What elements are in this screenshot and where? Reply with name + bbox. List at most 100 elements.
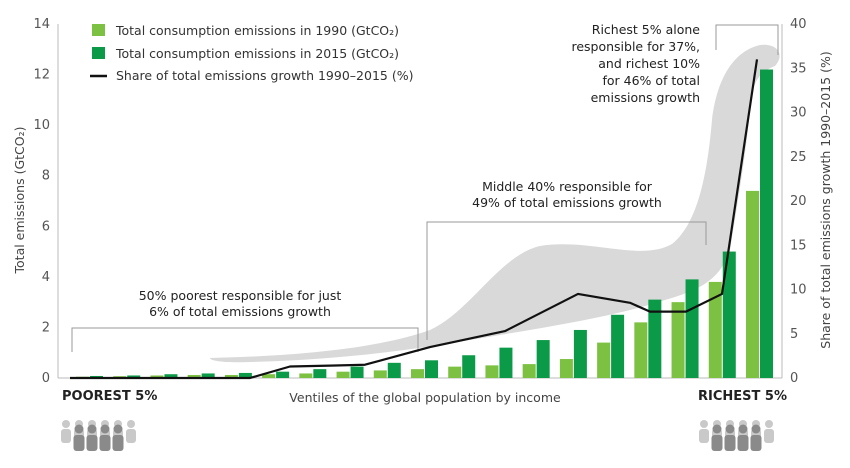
- y-tick-left: 10: [33, 118, 50, 133]
- bar-2015: [722, 251, 736, 378]
- y-tick-left: 2: [42, 320, 50, 335]
- poorest-annotation-line1: 50% poorest responsible for just: [139, 288, 342, 303]
- person-icon: [127, 420, 135, 428]
- person-icon: [62, 420, 70, 428]
- bars: [76, 69, 773, 378]
- y-tick-left: 0: [42, 371, 50, 386]
- bar-1990: [746, 190, 759, 378]
- richest-annotation-line5: emissions growth: [591, 90, 700, 105]
- y-tick-left: 14: [33, 17, 50, 32]
- bar-1990: [522, 364, 536, 378]
- y-tick-right: 5: [790, 327, 798, 342]
- person-icon: [99, 435, 111, 451]
- y-tick-left: 12: [33, 68, 50, 83]
- bar-1990: [262, 374, 276, 378]
- y-tick-right: 35: [790, 61, 807, 76]
- person-icon: [724, 435, 736, 451]
- y-tick-right: 30: [790, 106, 807, 121]
- middle-annotation-line1: Middle 40% responsible for: [482, 179, 653, 194]
- person-icon: [765, 420, 773, 428]
- bar-2015: [536, 340, 550, 378]
- y-tick-left: 4: [42, 270, 50, 285]
- richest-box: [715, 24, 779, 55]
- y-axis-title-left: Total emissions (GtCO₂): [12, 127, 27, 275]
- poorest-box: [71, 327, 419, 352]
- bar-1990: [187, 374, 201, 378]
- legend-swatch-1990: [92, 24, 105, 36]
- person-icon: [100, 424, 110, 434]
- bar-1990: [559, 359, 573, 378]
- y-tick-right: 20: [790, 194, 807, 209]
- legend-label-share: Share of total emissions growth 1990–201…: [116, 68, 413, 83]
- person-icon: [61, 429, 71, 443]
- bar-2015: [201, 373, 215, 378]
- person-icon: [737, 435, 749, 451]
- y-axis-title-right: Share of total emissions growth 1990–201…: [818, 51, 833, 348]
- richest-label: RICHEST 5%: [698, 389, 787, 404]
- background-shape: [210, 44, 780, 363]
- richest-annotation-line3: and richest 10%: [598, 56, 700, 71]
- person-icon: [738, 424, 748, 434]
- bar-1990: [708, 281, 722, 378]
- y-tick-right: 10: [790, 283, 807, 298]
- person-icon: [113, 424, 123, 434]
- bar-2015: [127, 375, 141, 378]
- legend: Total consumption emissions in 1990 (GtC…: [90, 23, 413, 83]
- y-tick-right: 15: [790, 238, 807, 253]
- y-tick-left: 6: [42, 219, 50, 234]
- bar-1990: [671, 302, 685, 378]
- person-icon: [87, 424, 97, 434]
- bar-1990: [411, 369, 424, 378]
- bar-1990: [224, 374, 238, 378]
- middle-annotation-line2: 49% of total emissions growth: [472, 195, 662, 210]
- bar-2015: [313, 369, 327, 378]
- richest-annotation-line2: responsible for 37%,: [571, 39, 700, 54]
- bar-1990: [448, 366, 462, 378]
- bar-2015: [499, 347, 513, 378]
- middle-box: [426, 221, 707, 340]
- bar-2015: [573, 329, 587, 378]
- y-ticks-right: 0 5 10 15 20 25 30 35 40: [790, 17, 807, 386]
- bar-1990: [336, 371, 350, 378]
- person-icon: [86, 435, 98, 451]
- person-icon: [711, 435, 723, 451]
- legend-label-2015: Total consumption emissions in 2015 (GtC…: [115, 46, 399, 61]
- bar-1990: [299, 373, 313, 378]
- person-icon: [712, 424, 722, 434]
- y-tick-right: 25: [790, 150, 807, 165]
- richest-annotation-line4: for 46% of total: [602, 73, 700, 88]
- x-axis-title: Ventiles of the global population by inc…: [289, 390, 561, 405]
- person-icon: [764, 429, 774, 443]
- bar-2015: [164, 374, 178, 378]
- person-icon: [700, 420, 708, 428]
- y-ticks-left: 0 2 4 6 8 10 12 14: [33, 17, 50, 386]
- person-icon: [750, 435, 762, 451]
- bar-2015: [648, 299, 662, 378]
- person-icon: [725, 424, 735, 434]
- richest-people-icon: [699, 420, 774, 451]
- y-tick-right: 0: [790, 371, 798, 386]
- bar-2015: [276, 371, 290, 378]
- bar-2015: [685, 279, 699, 378]
- person-icon: [126, 429, 136, 443]
- bar-1990: [634, 322, 648, 378]
- legend-swatch-2015: [92, 47, 105, 59]
- bar-1990: [373, 370, 387, 378]
- person-icon: [74, 424, 84, 434]
- bar-2015: [760, 69, 773, 378]
- poorest-label: POOREST 5%: [62, 389, 157, 404]
- legend-label-1990: Total consumption emissions in 1990 (GtC…: [115, 23, 399, 38]
- bar-1990: [150, 375, 164, 378]
- poorest-people-icon: [61, 420, 136, 451]
- richest-annotation-line1: Richest 5% alone: [592, 22, 701, 37]
- person-icon: [699, 429, 709, 443]
- bar-1990: [485, 365, 499, 378]
- bar-1990: [597, 342, 611, 378]
- bar-2015: [387, 362, 401, 378]
- bar-2015: [425, 360, 438, 378]
- bar-2015: [611, 314, 625, 378]
- share-growth-line: [70, 59, 759, 380]
- y-tick-right: 40: [790, 17, 807, 32]
- bar-2015: [462, 355, 476, 378]
